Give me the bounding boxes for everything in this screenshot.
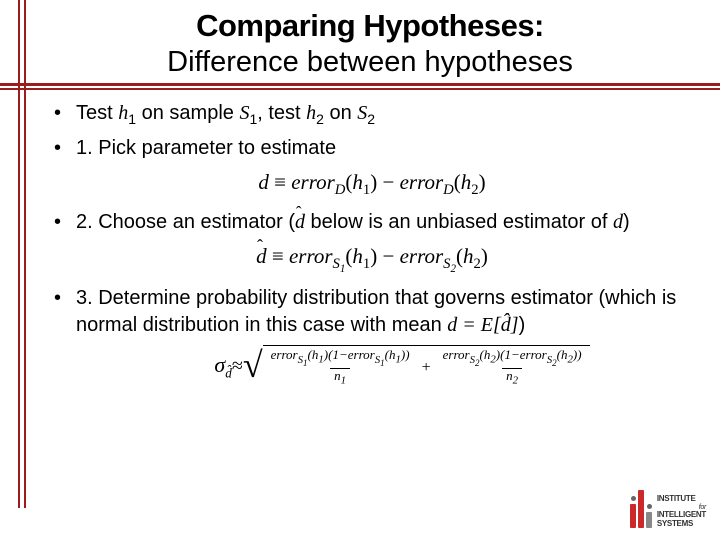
title-sub: Difference between hypotheses	[40, 46, 700, 79]
bullet-text: 1. Pick parameter to estimate	[76, 135, 690, 162]
sub: 2	[367, 111, 375, 127]
logo-line: SYSTEMS	[657, 520, 706, 528]
sym-s2: S	[357, 102, 367, 124]
sym-h2: h	[306, 102, 316, 124]
eq-mean: d = E[d̂]	[447, 314, 518, 336]
paren: )	[479, 170, 486, 194]
iis-logo: INSTITUTE for INTELLIGENT SYSTEMS	[630, 490, 706, 528]
sym-h1: h	[118, 102, 128, 124]
t: 2. Choose an estimator (	[76, 211, 295, 233]
op-equiv: ≡	[269, 170, 291, 194]
bullet-step3: • 3. Determine probability distribution …	[54, 285, 690, 339]
sym-dhat: ˆd	[256, 244, 267, 268]
t: below is an unbiased estimator of	[305, 211, 613, 233]
paren: (	[454, 170, 461, 194]
bullet-text: Test h1 on sample S1, test h2 on S2	[76, 100, 690, 129]
content-area: • Test h1 on sample S1, test h2 on S2 • …	[0, 90, 720, 387]
sub-S1: S1	[333, 256, 346, 272]
frac-term1: errorS1(h1)(1−errorS1(h1)) n1	[269, 348, 412, 387]
sym-sigma: σd̂	[214, 350, 231, 382]
sym-d: d	[258, 170, 269, 194]
bullet-step2: • 2. Choose an estimator (ˆd below is an…	[54, 209, 690, 236]
logo-text: INSTITUTE for INTELLIGENT SYSTEMS	[657, 495, 706, 528]
t: on	[324, 102, 357, 124]
fn-error: error	[291, 170, 335, 194]
title-main: Comparing Hypotheses:	[40, 8, 700, 44]
sym-h: h	[463, 244, 474, 268]
under-root: errorS1(h1)(1−errorS1(h1)) n1 + errorS2(…	[263, 345, 590, 387]
sym-h: h	[352, 244, 363, 268]
left-rule-inner	[24, 0, 26, 508]
sym-s1: S	[239, 102, 249, 124]
sym-d: d	[613, 211, 623, 233]
t: on sample	[136, 102, 239, 124]
frac-term2: errorS2(h2)(1−errorS2(h2)) n2	[441, 348, 584, 387]
t: )	[623, 211, 630, 233]
left-rule-outer	[18, 0, 20, 508]
sub-D: D	[335, 182, 346, 198]
title-rules	[0, 83, 720, 90]
t: )	[519, 314, 526, 336]
fn-error: error	[400, 170, 444, 194]
sym-h: h	[461, 170, 472, 194]
equation-dhat: ˆd ≡ errorS1(h1) − errorS2(h2)	[54, 242, 690, 277]
bullet-marker: •	[54, 285, 76, 339]
sub: 1	[128, 111, 136, 127]
t: Test	[76, 102, 118, 124]
bullet-text: 2. Choose an estimator (ˆd below is an u…	[76, 209, 690, 236]
op-plus: +	[422, 357, 431, 379]
fn-error: error	[400, 244, 444, 268]
op-minus: −	[377, 244, 399, 268]
bullet-text: 3. Determine probability distribution th…	[76, 285, 690, 339]
radical-icon: √	[243, 347, 263, 389]
fn-error: error	[289, 244, 333, 268]
op-equiv: ≡	[267, 244, 289, 268]
sub: 2	[474, 256, 481, 272]
paren: )	[481, 244, 488, 268]
sym-dhat: ˆd	[295, 211, 305, 233]
sub: 2	[316, 111, 324, 127]
slide-header: Comparing Hypotheses: Difference between…	[0, 0, 720, 79]
paren: (	[456, 244, 463, 268]
t: , test	[257, 102, 306, 124]
logo-bars-icon	[630, 490, 652, 528]
sub: 2	[471, 182, 478, 198]
sqrt: √ errorS1(h1)(1−errorS1(h1)) n1 + errorS…	[243, 345, 590, 387]
op-minus: −	[377, 170, 399, 194]
bullet-marker: •	[54, 135, 76, 162]
sym-h: h	[352, 170, 363, 194]
sub-S2: S2	[443, 256, 456, 272]
sub-D: D	[443, 182, 454, 198]
equation-d: d ≡ errorD(h1) − errorD(h2)	[54, 168, 690, 201]
bullet-marker: •	[54, 100, 76, 129]
logo-line: INSTITUTE	[657, 495, 706, 503]
bullet-test: • Test h1 on sample S1, test h2 on S2	[54, 100, 690, 129]
bullet-step1: • 1. Pick parameter to estimate	[54, 135, 690, 162]
equation-sigma: σd̂ ≈ √ errorS1(h1)(1−errorS1(h1)) n1 + …	[114, 345, 690, 387]
t: 3. Determine probability distribution th…	[76, 287, 676, 336]
op-approx: ≈	[232, 353, 243, 380]
bullet-marker: •	[54, 209, 76, 236]
